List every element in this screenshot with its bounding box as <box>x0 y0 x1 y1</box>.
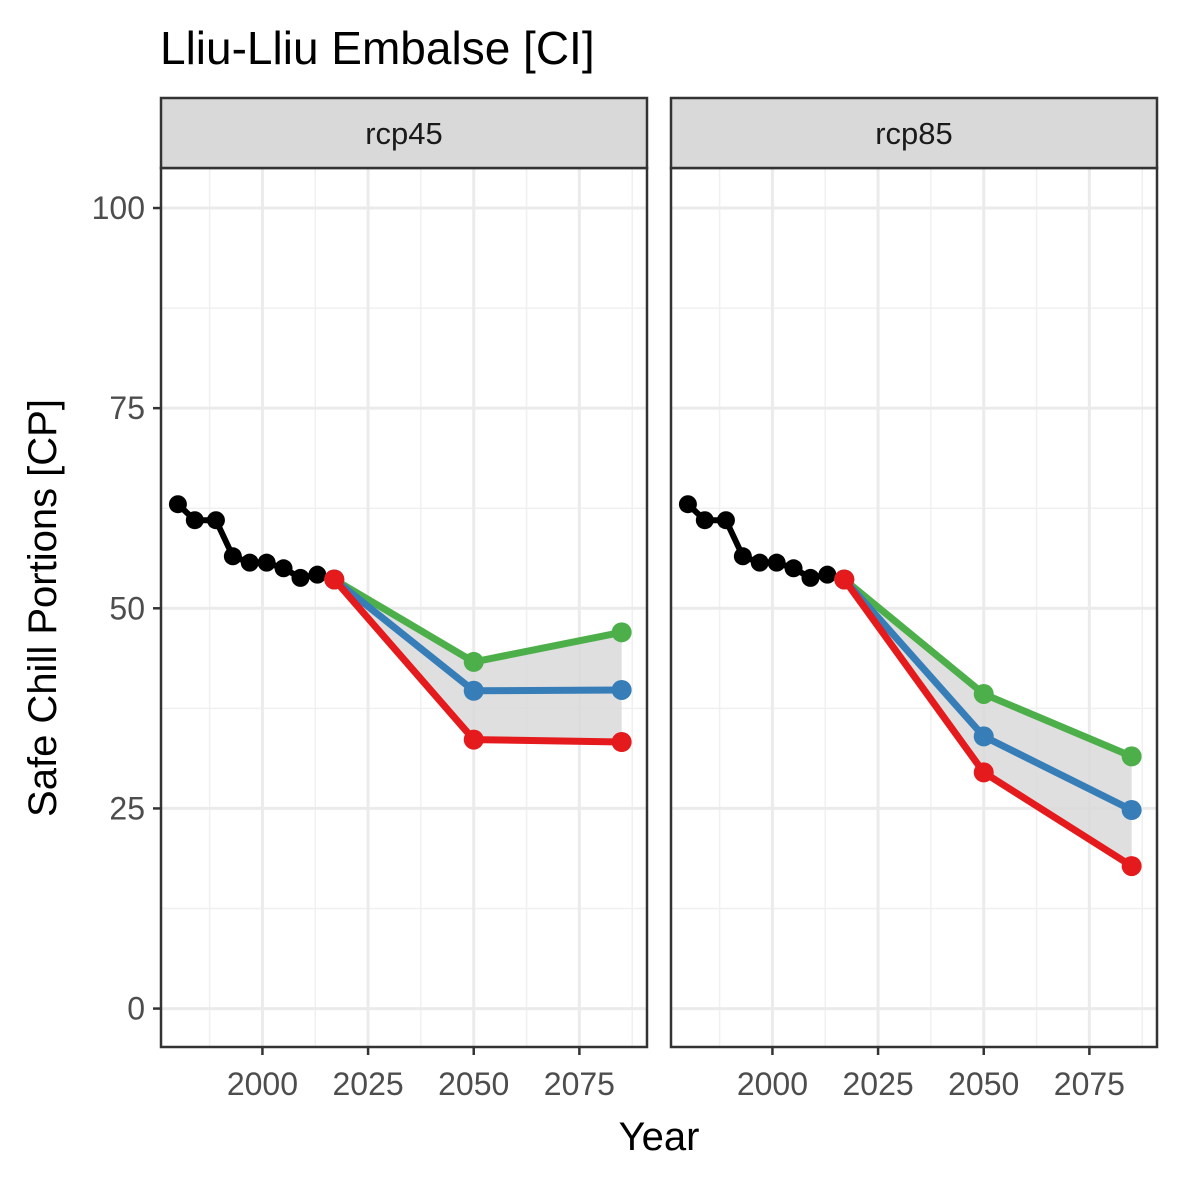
historic-point <box>185 511 204 530</box>
historic-point <box>257 553 276 572</box>
historic-point <box>240 553 259 572</box>
optimistic-point <box>1121 746 1142 767</box>
panel-rcp45: rcp45 2000 2025 2050 2075 <box>159 96 649 1102</box>
scenario-ribbon <box>334 579 622 742</box>
historic-point <box>767 553 786 572</box>
historic-point <box>801 568 820 587</box>
x-tick-label: 2000 <box>227 1066 298 1102</box>
intermediate-point <box>611 679 632 700</box>
historic-point <box>274 559 293 578</box>
historic-point <box>206 511 225 530</box>
y-tick-label: 100 <box>92 190 145 226</box>
y-axis: 0 25 50 75 100 <box>92 190 161 1027</box>
facet-strip <box>669 96 1159 170</box>
facet-strip-label: rcp45 <box>365 116 443 151</box>
x-axis-title: Year <box>619 1115 700 1159</box>
facet-strip-label: rcp85 <box>875 116 953 151</box>
x-tick-label: 2075 <box>1054 1066 1125 1102</box>
historic-point <box>695 511 714 530</box>
y-tick-label: 50 <box>109 590 145 626</box>
pessimistic-point <box>463 729 484 750</box>
intermediate-point <box>1121 800 1142 821</box>
x-tick-label: 2050 <box>948 1066 1019 1102</box>
historic-point <box>750 553 769 572</box>
intermediate-point <box>463 680 484 701</box>
historic-point <box>818 565 837 584</box>
optimistic-point <box>611 622 632 643</box>
intermediate-point <box>973 726 994 747</box>
x-tick-label: 2050 <box>438 1066 509 1102</box>
historic-point <box>784 559 803 578</box>
facet-strip <box>159 96 649 170</box>
x-tick-label: 2075 <box>544 1066 615 1102</box>
x-tick-label: 2025 <box>332 1066 403 1102</box>
y-tick-label: 25 <box>109 790 145 826</box>
panel-rcp85: rcp85 2000 2025 2050 2075 <box>669 96 1159 1102</box>
pessimistic-point <box>611 731 632 752</box>
panels: rcp45 2000 2025 2050 2075 rcp85 2000 2025 2050 20… <box>159 96 1159 1102</box>
chart-title: Lliu-Lliu Embalse [CI] <box>160 22 595 74</box>
optimistic-point <box>463 651 484 672</box>
pessimistic-point <box>834 569 855 590</box>
historic-point <box>716 511 735 530</box>
historic-point <box>733 547 752 566</box>
y-tick-label: 0 <box>127 991 145 1027</box>
optimistic-point <box>973 683 994 704</box>
historic-point <box>291 568 310 587</box>
historic-point <box>223 547 242 566</box>
historic-point <box>168 495 187 514</box>
historic-point <box>308 565 327 584</box>
scenario-ribbon <box>844 579 1132 867</box>
pessimistic-point <box>324 569 345 590</box>
y-tick-label: 75 <box>109 390 145 426</box>
x-tick-label: 2000 <box>737 1066 808 1102</box>
y-axis-title: Safe Chill Portions [CP] <box>21 399 65 817</box>
x-tick-label: 2025 <box>842 1066 913 1102</box>
pessimistic-point <box>1121 856 1142 877</box>
historic-point <box>678 495 697 514</box>
pessimistic-point <box>973 762 994 783</box>
